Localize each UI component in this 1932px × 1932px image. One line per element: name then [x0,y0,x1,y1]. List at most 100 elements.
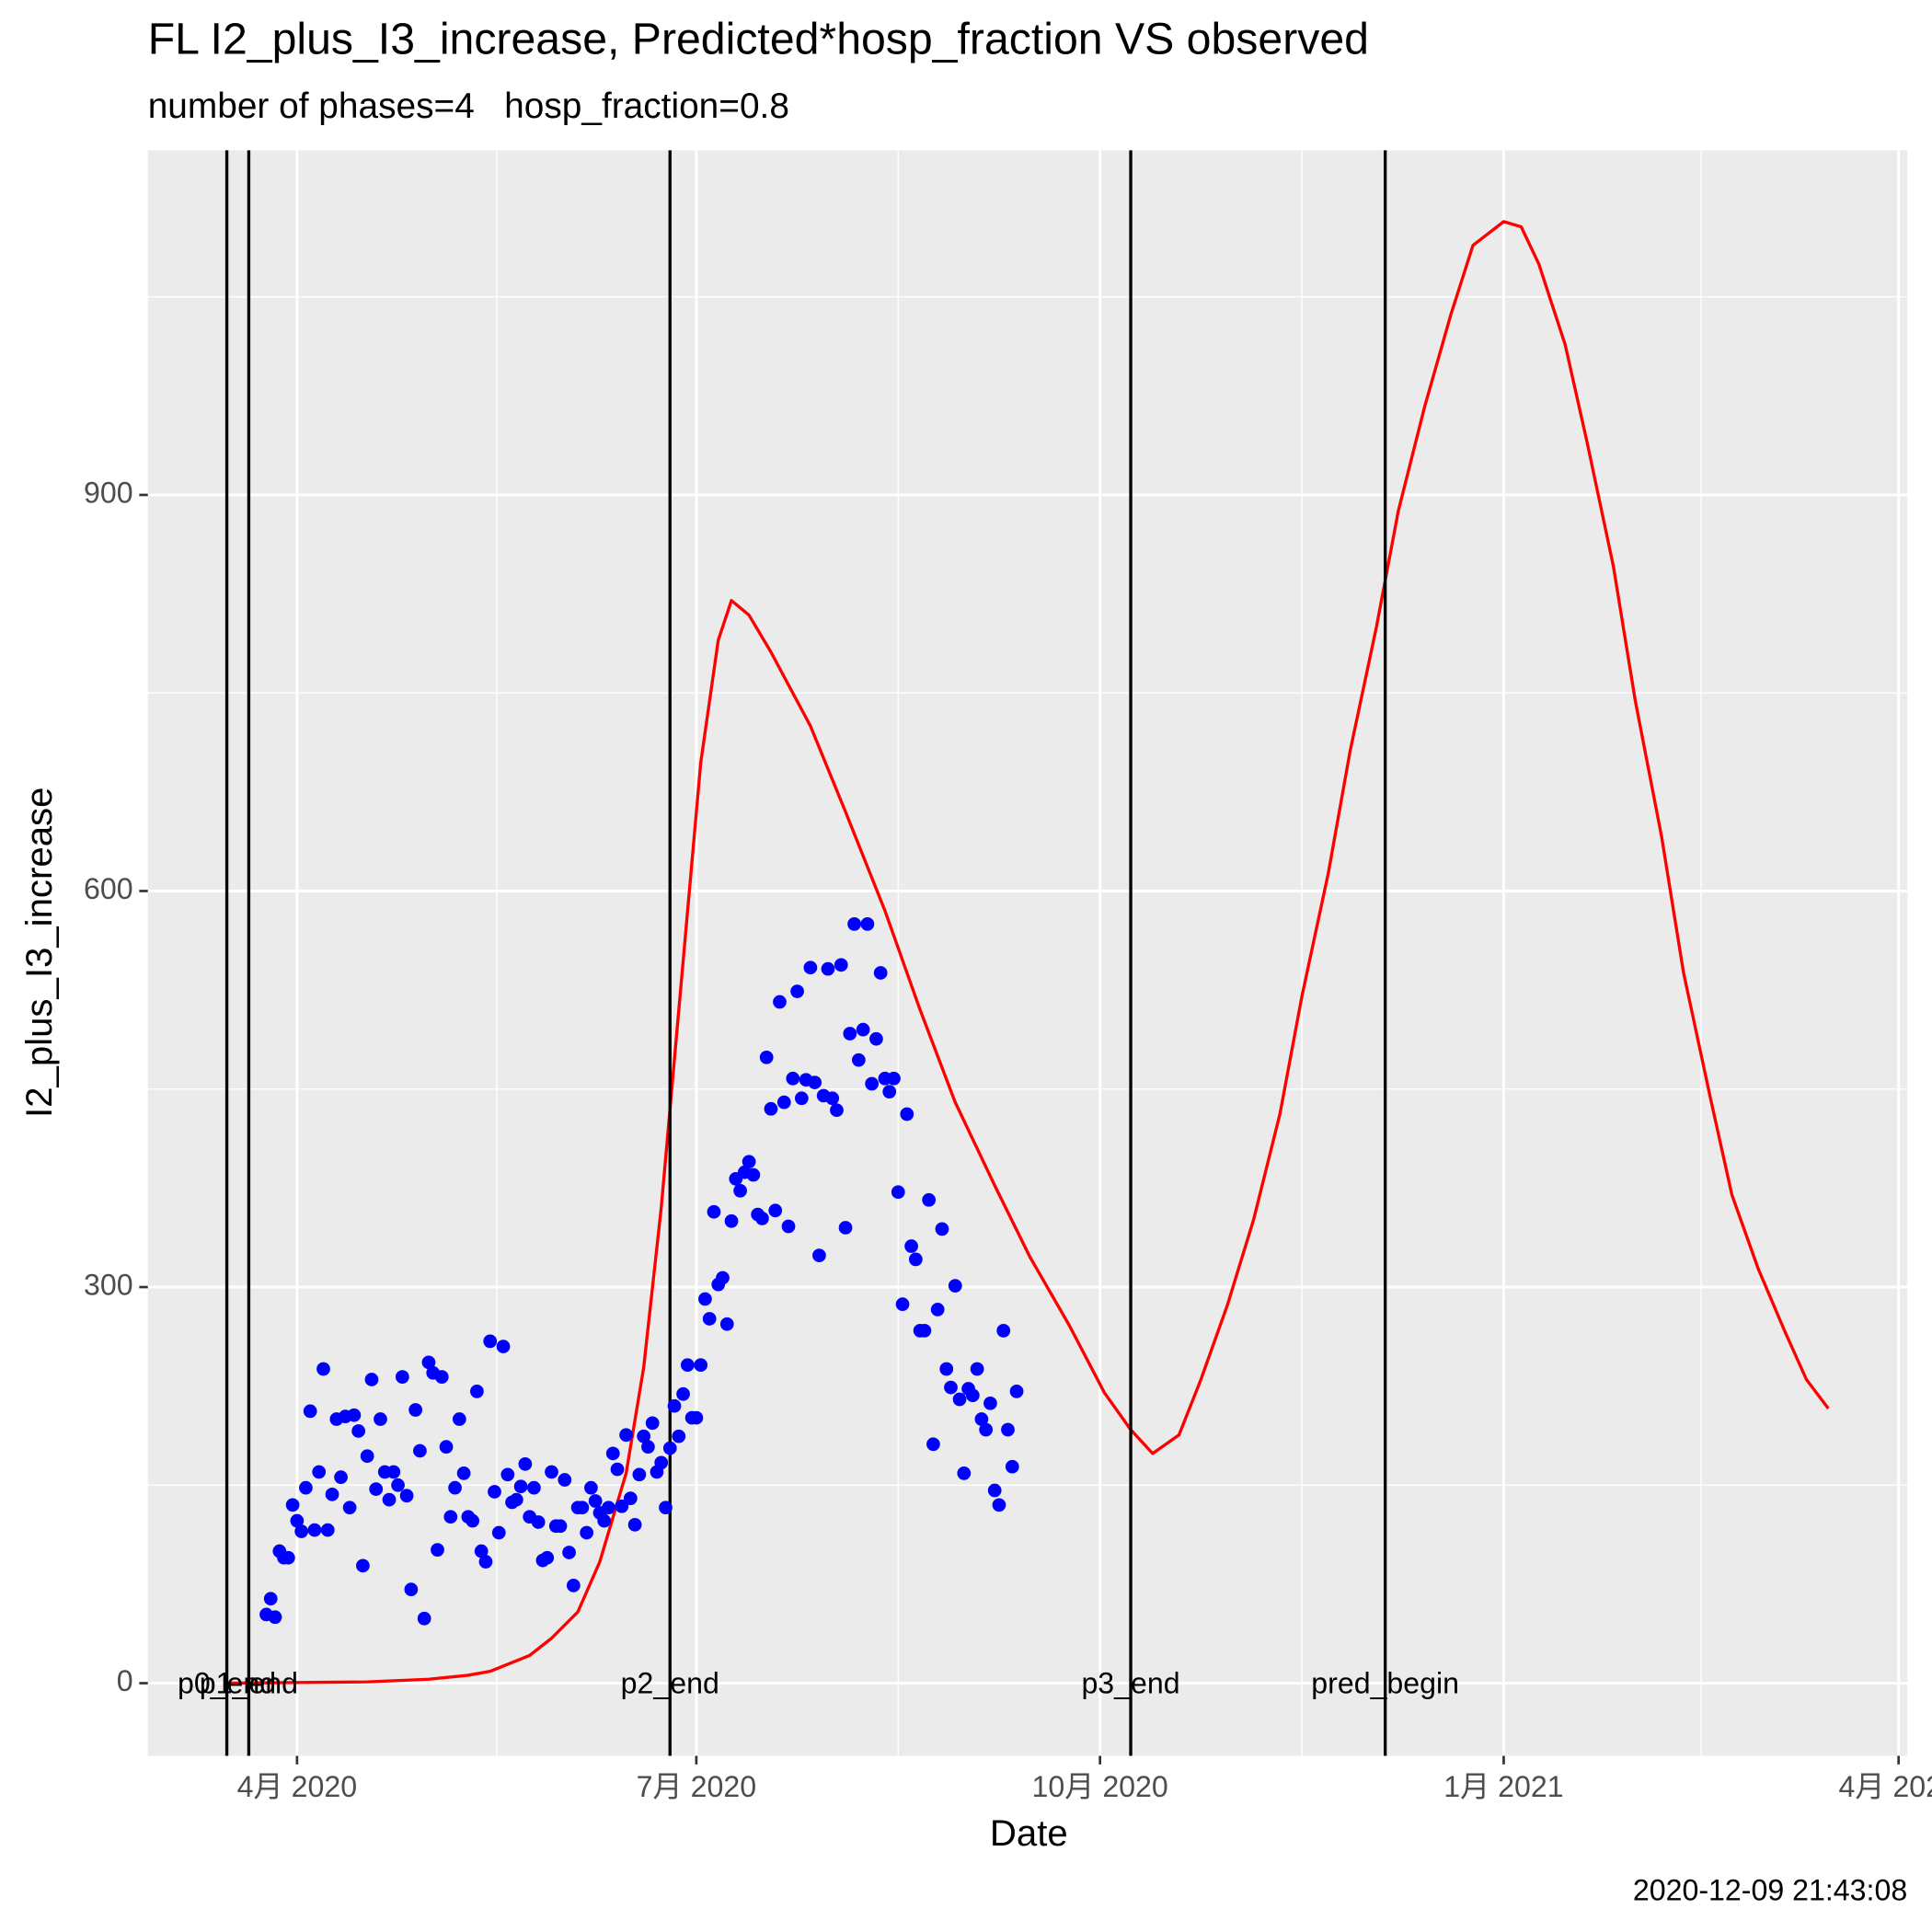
data-point [382,1492,397,1507]
data-point [268,1610,282,1625]
data-point [615,1499,629,1513]
data-point [347,1408,362,1422]
data-point [488,1485,501,1499]
data-point [470,1385,484,1398]
data-point [434,1370,449,1384]
data-point [558,1473,572,1487]
phase-label: p2_end [621,1667,719,1700]
data-point [808,1075,822,1089]
data-point [294,1524,309,1538]
data-point [926,1437,940,1452]
data-point [996,1324,1011,1338]
data-point [408,1403,423,1417]
data-point [790,984,804,998]
data-point [439,1440,454,1455]
data-point [342,1501,357,1515]
data-point [443,1510,458,1524]
x-tick-label: 7月 2020 [637,1770,756,1803]
data-point [478,1555,493,1569]
data-point [285,1498,300,1512]
data-point [360,1449,374,1464]
data-point [659,1501,673,1515]
data-point [610,1462,625,1477]
chart-subtitle: number of phases=4 hosp_fraction=0.8 [148,86,789,126]
data-point [882,1085,897,1098]
data-point [421,1355,436,1370]
data-point [312,1465,327,1479]
data-point [632,1467,647,1482]
data-point [518,1456,533,1471]
phase-label: pred_begin [1311,1667,1459,1700]
data-point [930,1303,945,1317]
data-point [781,1219,796,1234]
phase-label: p1_end [200,1667,298,1700]
data-point [281,1550,295,1565]
data-point [303,1404,317,1419]
data-point [299,1480,313,1495]
data-point [290,1513,305,1528]
data-point [588,1494,603,1508]
data-point [922,1192,937,1207]
data-point [900,1107,914,1121]
data-point [584,1480,598,1495]
data-point [746,1167,761,1182]
data-point [957,1466,972,1480]
data-point [545,1465,558,1479]
data-point [364,1373,379,1386]
data-point [483,1334,498,1349]
data-point [597,1513,612,1528]
data-point [456,1466,471,1480]
data-point [979,1422,994,1437]
data-point [1005,1459,1019,1474]
data-point [496,1340,511,1353]
y-tick-label: 900 [84,476,133,509]
data-point [825,1091,840,1106]
data-point [724,1213,739,1228]
data-point [952,1392,967,1407]
data-point [904,1239,918,1253]
data-point [768,1203,783,1218]
data-point [847,916,861,931]
data-point [307,1523,322,1537]
phase-label: p3_end [1081,1667,1179,1700]
data-point [698,1292,712,1306]
data-point [417,1611,431,1626]
data-point [860,916,875,931]
data-point [509,1492,523,1507]
data-point [580,1525,594,1540]
data-point [944,1380,958,1395]
data-point [448,1480,462,1495]
data-point [320,1523,335,1537]
data-point [672,1429,686,1443]
data-point [386,1465,401,1479]
data-point [562,1546,576,1559]
data-point [623,1491,638,1506]
y-axis-title: I2_plus_I3_increase [18,788,60,1118]
data-point [803,960,818,975]
data-point [627,1517,642,1532]
data-point [895,1297,910,1312]
data-point [759,1050,774,1064]
data-point [513,1479,528,1494]
data-point [865,1076,880,1091]
data-point [334,1470,348,1485]
data-point [637,1429,651,1443]
data-point [1001,1422,1015,1437]
data-point [566,1578,581,1593]
data-point [667,1398,682,1413]
data-point [602,1501,615,1515]
data-point [645,1416,660,1431]
data-point [821,961,835,976]
data-point [834,958,848,972]
data-point [869,1031,883,1046]
data-point [764,1101,778,1116]
data-point [452,1412,466,1426]
data-point [733,1183,747,1198]
data-point [742,1155,756,1169]
data-point [325,1487,339,1501]
data-point [474,1544,489,1558]
data-point [908,1252,923,1267]
data-point [575,1501,590,1515]
